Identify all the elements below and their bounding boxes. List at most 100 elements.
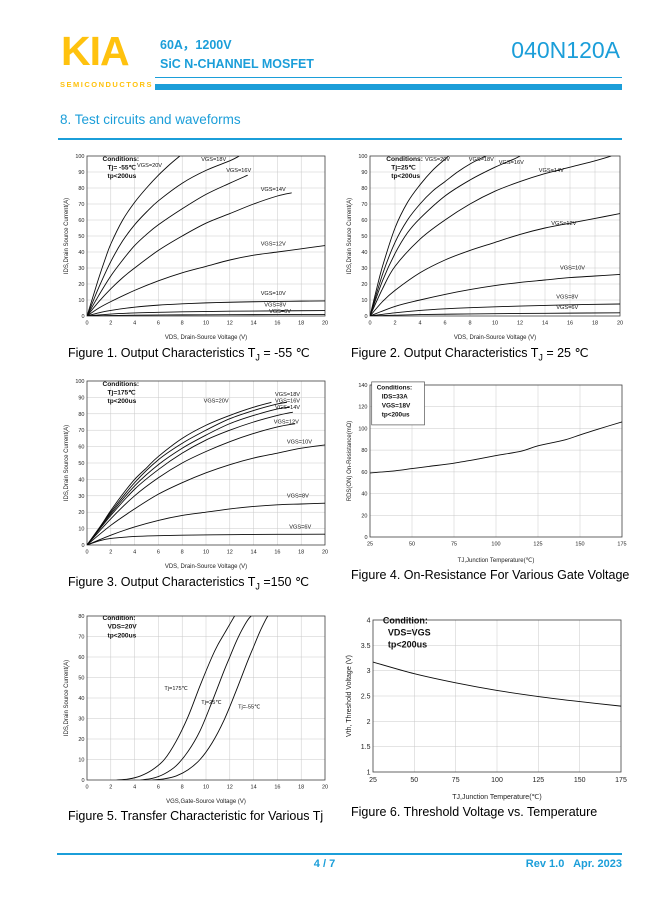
footer-rule [57, 853, 622, 855]
svg-text:10: 10 [361, 298, 367, 304]
revision-date: Rev 1.0 Apr. 2023 [525, 858, 622, 870]
svg-text:tp<200us: tp<200us [382, 411, 410, 418]
svg-text:12: 12 [227, 785, 233, 791]
svg-text:tp<200us: tp<200us [108, 632, 137, 639]
svg-text:1.5: 1.5 [361, 744, 371, 751]
svg-text:VGS=6V: VGS=6V [289, 525, 311, 531]
svg-text:Vth, Threshold Voltage (V): Vth, Threshold Voltage (V) [346, 655, 353, 737]
svg-text:VGS=12V: VGS=12V [551, 221, 576, 227]
svg-text:VGS,Gate-Source Voltage (V): VGS,Gate-Source Voltage (V) [166, 799, 246, 805]
svg-text:TJ,Junction Temperature(℃): TJ,Junction Temperature(℃) [458, 558, 535, 564]
svg-text:VGS=14V: VGS=14V [539, 168, 564, 174]
svg-text:100: 100 [358, 426, 367, 432]
svg-text:125: 125 [533, 542, 542, 548]
svg-text:50: 50 [78, 676, 84, 682]
svg-text:10: 10 [78, 758, 84, 764]
svg-text:30: 30 [361, 266, 367, 272]
svg-text:IDS,Drain Source Current(A): IDS,Drain Source Current(A) [64, 198, 70, 274]
svg-text:50: 50 [78, 461, 84, 467]
figure-4-chart: 25 50 75 100 125 150 175 0 20 40 60 80 100 120 140 TJ,J… [343, 377, 631, 565]
figure-2-caption: Figure 2. Output Characteristics TJ = 25… [351, 346, 589, 363]
figure-1-chart: 0 2 4 6 8 10 12 14 16 18 20 0 10 20 30 40 50 60 70 80 90 100 V… [60, 150, 334, 342]
svg-text:70: 70 [78, 202, 84, 208]
svg-text:IDS,Drain Source Current(A): IDS,Drain Source Current(A) [347, 198, 353, 274]
svg-text:VDS, Drain-Source Voltage (V: VDS, Drain-Source Voltage (V) [165, 564, 247, 570]
svg-text:10: 10 [78, 527, 84, 533]
part-description: 60A，1200V SiC N-CHANNEL MOSFET [160, 36, 314, 74]
figure-4-caption: Figure 4. On-Resistance For Various Gate… [351, 568, 630, 582]
svg-text:VGS=8V: VGS=8V [287, 493, 309, 499]
svg-text:2: 2 [109, 321, 112, 327]
svg-text:8: 8 [181, 321, 184, 327]
svg-text:120: 120 [358, 405, 367, 411]
svg-text:VGS=14V: VGS=14V [261, 187, 286, 193]
svg-text:16: 16 [274, 321, 280, 327]
svg-text:Tj=175℃: Tj=175℃ [108, 389, 137, 397]
svg-text:16: 16 [274, 785, 280, 791]
svg-text:12: 12 [517, 321, 523, 327]
svg-text:2: 2 [367, 719, 371, 726]
svg-text:Conditions:: Conditions: [103, 381, 140, 388]
svg-text:IDS,Drain Source Current(A): IDS,Drain Source Current(A) [64, 660, 70, 736]
svg-text:0: 0 [81, 314, 84, 320]
svg-text:75: 75 [451, 542, 457, 548]
svg-text:IDS,Drain Source Current(A): IDS,Drain Source Current(A) [64, 425, 70, 501]
svg-text:0: 0 [85, 321, 88, 327]
svg-text:60: 60 [78, 218, 84, 224]
svg-text:80: 80 [361, 448, 367, 454]
header-rule-thin [155, 77, 622, 78]
svg-text:4: 4 [133, 550, 136, 556]
svg-text:VGS=8V: VGS=8V [556, 294, 578, 300]
svg-text:80: 80 [78, 186, 84, 192]
svg-text:VGS=10V: VGS=10V [261, 291, 286, 297]
svg-text:90: 90 [361, 170, 367, 176]
figure-5-chart: 0 2 4 6 8 10 12 14 16 18 20 0 10 20 30 40 50 60 70 80 VGS,Ga… [60, 610, 334, 806]
svg-text:2: 2 [109, 550, 112, 556]
svg-text:VDS, Drain-Source Voltage (V): VDS, Drain-Source Voltage (V) [165, 335, 247, 341]
figure-4: 25 50 75 100 125 150 175 0 20 40 60 80 100 120 140 TJ,J… [343, 377, 631, 585]
svg-text:16: 16 [567, 321, 573, 327]
svg-text:2: 2 [109, 785, 112, 791]
svg-text:6: 6 [157, 785, 160, 791]
section-title: 8. Test circuits and waveforms [60, 112, 241, 127]
svg-text:12: 12 [227, 321, 233, 327]
svg-text:10: 10 [492, 321, 498, 327]
svg-text:8: 8 [181, 785, 184, 791]
svg-text:VGS=10V: VGS=10V [560, 266, 585, 272]
svg-text:VGS=16V: VGS=16V [275, 398, 300, 404]
svg-text:4: 4 [133, 321, 136, 327]
svg-text:VGS=10V: VGS=10V [287, 439, 312, 445]
figure-2: 0 2 4 6 8 10 12 14 16 18 20 0 10 20 30 40 50 60 70 80 90 100 V… [343, 150, 629, 363]
svg-text:10: 10 [203, 785, 209, 791]
svg-text:20: 20 [322, 321, 328, 327]
svg-text:60: 60 [361, 470, 367, 476]
figure-1-caption: Figure 1. Output Characteristics TJ = -5… [68, 346, 310, 363]
svg-text:14: 14 [542, 321, 548, 327]
svg-text:4: 4 [418, 321, 421, 327]
svg-text:100: 100 [75, 379, 84, 385]
svg-text:90: 90 [78, 170, 84, 176]
svg-text:3: 3 [367, 668, 371, 675]
svg-text:25: 25 [369, 777, 377, 784]
figure-6-chart: 25 50 75 100 125 150 175 1 1.5 2 2.5 3 3.5 4 TJ,Juncti… [343, 612, 633, 802]
figure-1: 0 2 4 6 8 10 12 14 16 18 20 0 10 20 30 40 50 60 70 80 90 100 V… [60, 150, 334, 363]
svg-text:Conditions:: Conditions: [377, 384, 413, 391]
svg-text:2.5: 2.5 [361, 694, 371, 701]
svg-text:VGS=6V: VGS=6V [556, 305, 578, 311]
svg-text:Tj=25℃: Tj=25℃ [201, 700, 222, 706]
figure-5: 0 2 4 6 8 10 12 14 16 18 20 0 10 20 30 40 50 60 70 80 VGS,Ga… [60, 610, 334, 826]
svg-text:VGS=14V: VGS=14V [275, 405, 300, 411]
svg-text:Tj=-55℃: Tj=-55℃ [238, 704, 261, 710]
svg-text:14: 14 [251, 321, 257, 327]
figure-2-chart: 0 2 4 6 8 10 12 14 16 18 20 0 10 20 30 40 50 60 70 80 90 100 V… [343, 150, 629, 342]
svg-text:VDS=20V: VDS=20V [108, 624, 138, 631]
svg-text:IDS=33A: IDS=33A [382, 393, 408, 400]
svg-text:25: 25 [367, 542, 373, 548]
figure-3: 0 2 4 6 8 10 12 14 16 18 20 0 10 20 30 40 50 60 70 80 90 100 V… [60, 375, 334, 592]
svg-text:18: 18 [298, 550, 304, 556]
svg-text:150: 150 [574, 777, 586, 784]
svg-text:VGS=20V: VGS=20V [137, 163, 162, 169]
svg-text:Conditions:: Conditions: [103, 156, 140, 163]
svg-text:VGS=8V: VGS=8V [264, 302, 286, 308]
